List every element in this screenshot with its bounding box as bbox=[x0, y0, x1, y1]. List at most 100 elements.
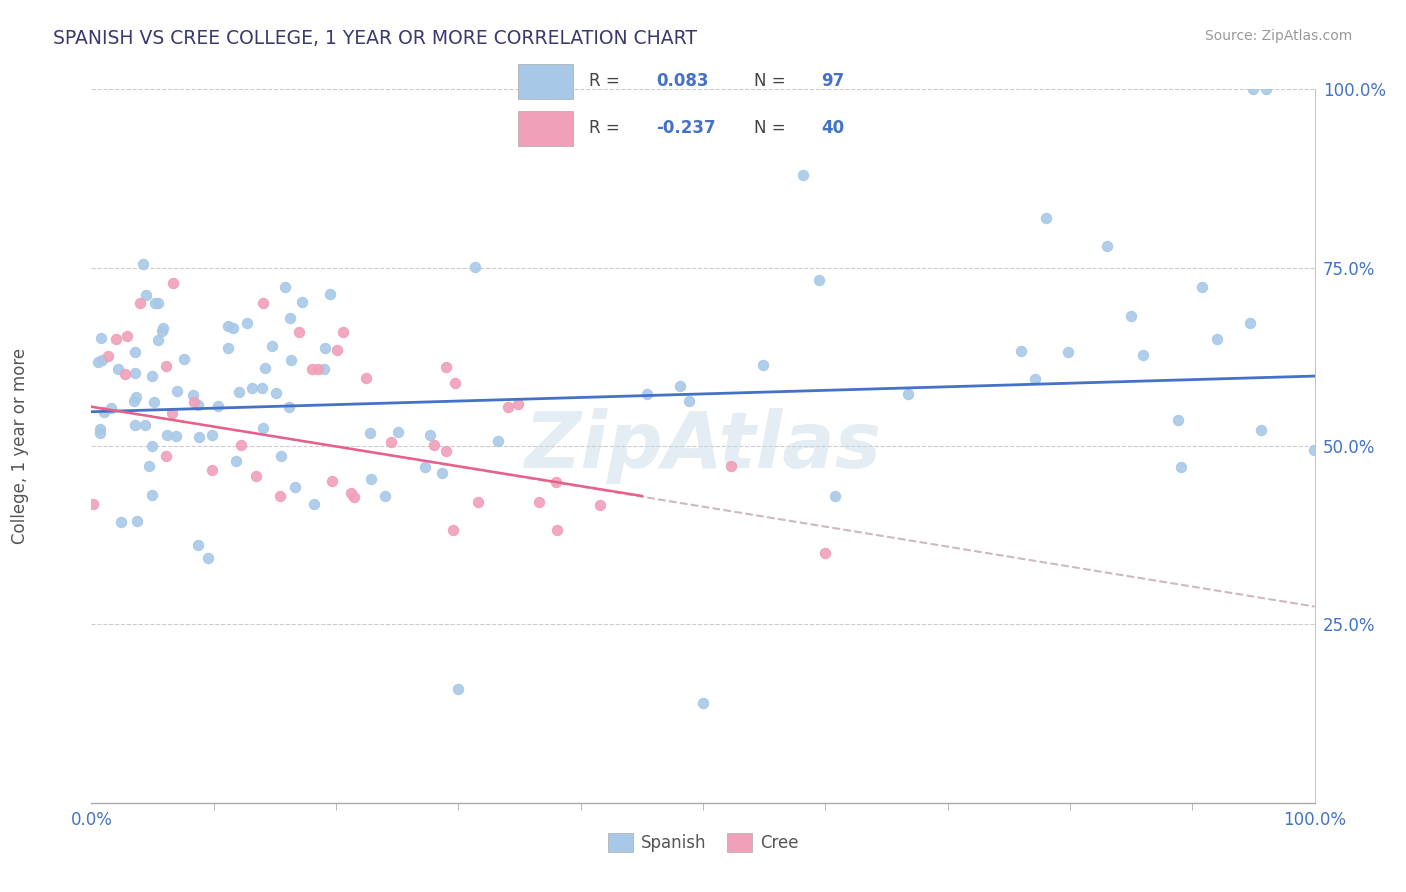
Point bbox=[155, 359, 177, 373]
Point bbox=[254, 361, 277, 376]
Point bbox=[197, 550, 219, 565]
Point bbox=[1239, 317, 1261, 331]
Point bbox=[808, 273, 831, 287]
Point bbox=[217, 341, 239, 355]
Point bbox=[270, 450, 292, 464]
Point bbox=[89, 425, 111, 440]
Point bbox=[447, 681, 470, 696]
Point bbox=[155, 450, 177, 464]
Point bbox=[278, 401, 301, 415]
Point bbox=[302, 497, 325, 511]
Point bbox=[252, 381, 274, 395]
Point bbox=[100, 401, 122, 415]
FancyBboxPatch shape bbox=[517, 111, 574, 145]
Point bbox=[187, 538, 209, 552]
Point bbox=[423, 438, 446, 452]
Point bbox=[162, 277, 184, 291]
Point bbox=[104, 332, 127, 346]
Point bbox=[1095, 239, 1118, 253]
Point bbox=[143, 296, 166, 310]
Point bbox=[115, 329, 138, 343]
Point bbox=[546, 523, 568, 537]
Text: R =: R = bbox=[589, 120, 620, 137]
Point bbox=[280, 353, 302, 368]
Point bbox=[1167, 413, 1189, 427]
Point bbox=[124, 418, 146, 433]
Point bbox=[678, 393, 700, 408]
Point bbox=[207, 400, 229, 414]
Point bbox=[273, 280, 295, 294]
Legend: Spanish, Cree: Spanish, Cree bbox=[600, 827, 806, 859]
Point bbox=[278, 311, 301, 326]
Point bbox=[288, 325, 311, 339]
Text: N =: N = bbox=[754, 120, 786, 137]
Point bbox=[114, 368, 136, 382]
Point bbox=[1024, 372, 1046, 386]
Point bbox=[824, 489, 846, 503]
Text: SPANISH VS CREE COLLEGE, 1 YEAR OR MORE CORRELATION CHART: SPANISH VS CREE COLLEGE, 1 YEAR OR MORE … bbox=[53, 29, 697, 47]
Point bbox=[1243, 82, 1265, 96]
Point bbox=[183, 395, 205, 409]
Point bbox=[269, 489, 291, 503]
Point bbox=[82, 497, 104, 511]
Point bbox=[90, 331, 112, 345]
Point bbox=[434, 443, 457, 458]
Point bbox=[124, 394, 146, 409]
Point bbox=[1035, 211, 1057, 225]
Point bbox=[692, 696, 714, 710]
Point bbox=[245, 468, 267, 483]
Point bbox=[419, 427, 441, 442]
Text: ZipAtlas: ZipAtlas bbox=[524, 408, 882, 484]
Point bbox=[546, 475, 568, 489]
Point bbox=[792, 168, 814, 182]
Text: -0.237: -0.237 bbox=[655, 120, 716, 137]
Point bbox=[110, 515, 132, 529]
Point bbox=[380, 435, 402, 450]
Point bbox=[228, 384, 250, 399]
Point bbox=[236, 316, 259, 330]
Point bbox=[97, 349, 120, 363]
Point bbox=[340, 485, 363, 500]
Point bbox=[1250, 424, 1272, 438]
Point bbox=[301, 361, 323, 376]
Point bbox=[252, 296, 274, 310]
Point bbox=[93, 405, 115, 419]
Point bbox=[188, 429, 211, 443]
Point bbox=[636, 386, 658, 401]
Text: 40: 40 bbox=[821, 120, 844, 137]
Point bbox=[359, 426, 381, 441]
Point bbox=[897, 387, 920, 401]
Point bbox=[132, 257, 155, 271]
Point bbox=[87, 355, 110, 369]
Point bbox=[432, 467, 454, 481]
Point bbox=[496, 400, 519, 414]
Point bbox=[124, 366, 146, 380]
Point bbox=[332, 325, 354, 339]
Point bbox=[467, 495, 489, 509]
Point bbox=[1254, 82, 1277, 96]
Point bbox=[141, 439, 163, 453]
Point bbox=[124, 344, 146, 359]
Point bbox=[173, 351, 195, 366]
Point bbox=[125, 390, 148, 404]
Point bbox=[1302, 443, 1324, 458]
Point bbox=[135, 288, 157, 302]
Point bbox=[284, 480, 307, 494]
Point bbox=[240, 381, 263, 395]
Point bbox=[187, 399, 209, 413]
Point bbox=[200, 428, 222, 442]
Y-axis label: College, 1 year or more: College, 1 year or more bbox=[11, 348, 30, 544]
Point bbox=[152, 321, 174, 335]
Point bbox=[89, 422, 111, 436]
Point bbox=[354, 370, 377, 384]
Point bbox=[291, 295, 314, 310]
Point bbox=[314, 341, 336, 355]
Point bbox=[444, 376, 467, 390]
Point bbox=[1119, 310, 1142, 324]
Point bbox=[307, 361, 329, 376]
Point bbox=[134, 417, 156, 432]
Point bbox=[148, 295, 170, 310]
Text: R =: R = bbox=[589, 72, 620, 90]
Point bbox=[413, 459, 436, 474]
Point bbox=[312, 361, 335, 376]
